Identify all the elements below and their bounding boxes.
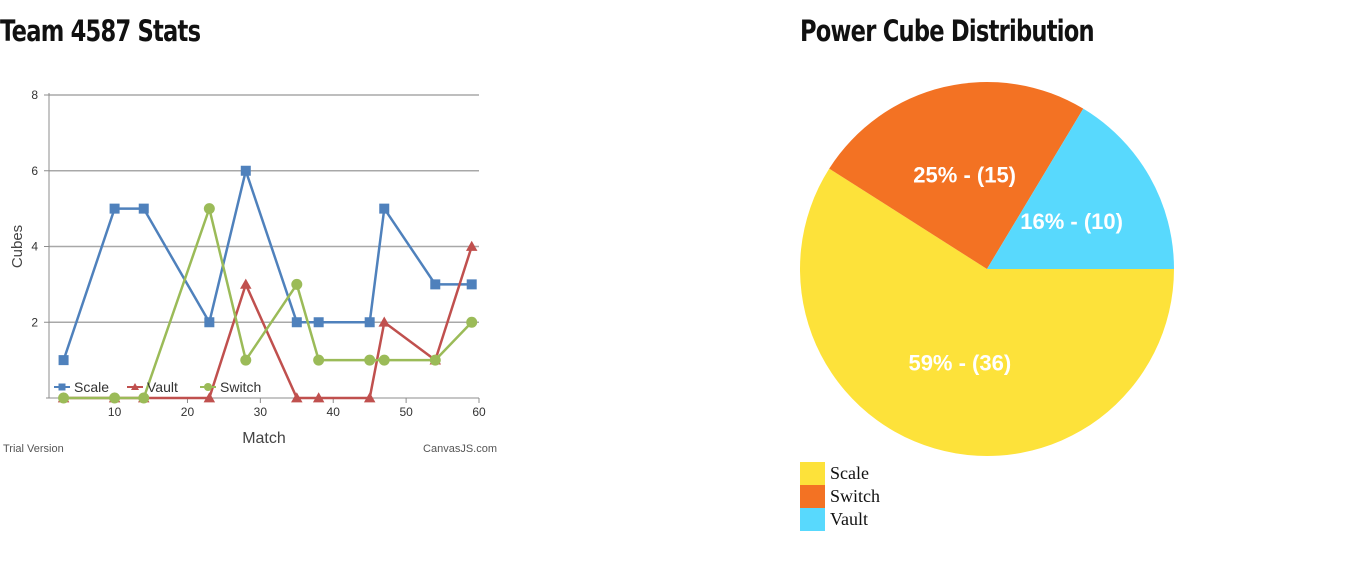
x-tick-label: 20 <box>181 405 195 419</box>
legend-swatch-switch <box>800 485 825 508</box>
data-point-marker <box>203 392 216 403</box>
data-point-marker <box>138 203 149 214</box>
data-point-marker <box>204 317 215 328</box>
data-point-marker <box>364 354 376 366</box>
pie-slice-label: 59% - (36) <box>908 350 1011 375</box>
legend-item-scale: Scale <box>54 379 109 395</box>
pie-legend-item: Scale <box>800 462 880 485</box>
data-point-marker <box>313 317 324 328</box>
trial-version-label: Trial Version <box>3 443 64 455</box>
data-point-marker <box>109 392 121 404</box>
pie-chart: 59% - (36) 25% - (15)16% - (10) <box>800 81 1174 456</box>
distribution-heading: Power Cube Distribution <box>800 14 1095 48</box>
y-tick-label: 2 <box>31 315 38 329</box>
x-tick-label: 30 <box>254 405 268 419</box>
pie-slice-scale <box>800 168 1174 456</box>
data-point-marker <box>429 354 441 366</box>
y-axis-label: Cubes <box>9 225 26 268</box>
data-point-marker <box>379 203 390 214</box>
pie-legend: Scale Switch Vault <box>800 462 880 531</box>
legend-label: Scale <box>74 379 109 395</box>
legend-label-switch: Switch <box>830 486 881 506</box>
data-point-marker <box>466 279 477 290</box>
data-point-marker <box>378 316 391 327</box>
data-point-marker <box>240 165 251 176</box>
data-point-marker <box>240 278 252 289</box>
series-switch <box>58 203 478 404</box>
data-point-marker <box>465 240 478 251</box>
pie-legend-item: Switch <box>800 485 880 508</box>
data-point-marker <box>291 317 302 328</box>
pie-slice-label: 25% - (15) <box>913 162 1016 187</box>
line-chart-legend: Scale Vault Switch <box>54 379 261 395</box>
data-point-marker <box>466 316 478 328</box>
x-axis-label: Match <box>242 430 286 447</box>
data-point-marker <box>291 278 303 290</box>
data-point-marker <box>109 203 120 214</box>
y-tick-label: 4 <box>31 240 38 254</box>
data-point-marker <box>204 383 212 391</box>
legend-label-vault: Vault <box>830 509 868 529</box>
data-point-marker <box>364 317 375 328</box>
data-point-marker <box>378 354 390 366</box>
x-tick-label: 50 <box>399 405 413 419</box>
data-point-marker <box>138 392 150 404</box>
line-chart: 2 4 6 8 10 20 30 40 50 60 Match Cubes Scale Vault Swit… <box>3 88 497 455</box>
data-point-marker <box>58 355 69 366</box>
pie-legend-item: Vault <box>800 508 880 531</box>
data-point-marker <box>203 203 215 215</box>
data-point-marker <box>313 354 325 366</box>
legend-label-scale: Scale <box>830 463 869 483</box>
data-point-marker <box>240 354 252 366</box>
legend-label: Vault <box>147 379 178 395</box>
pie-slice-switch <box>829 81 1084 270</box>
pie-slice-label: 16% - (10) <box>1020 209 1123 234</box>
data-point-marker <box>291 392 303 403</box>
data-point-marker <box>130 382 140 391</box>
stats-heading: Team 4587 Stats <box>0 14 201 48</box>
data-point-marker <box>363 392 376 403</box>
x-tick-label: 60 <box>472 405 486 419</box>
y-tick-label: 8 <box>31 88 38 102</box>
data-point-marker <box>58 392 70 404</box>
data-point-marker <box>58 383 66 391</box>
legend-item-switch: Switch <box>200 379 261 395</box>
legend-swatch-scale <box>800 462 825 485</box>
x-tick-label: 10 <box>108 405 122 419</box>
legend-label: Switch <box>220 379 261 395</box>
data-point-marker <box>312 392 325 403</box>
data-point-marker <box>430 279 441 290</box>
canvasjs-credit: CanvasJS.com <box>423 443 497 455</box>
series-scale <box>58 165 477 366</box>
pie-slice-vault <box>987 108 1174 270</box>
legend-item-vault: Vault <box>127 379 178 395</box>
x-tick-label: 40 <box>327 405 341 419</box>
legend-swatch-vault <box>800 508 825 531</box>
y-tick-label: 6 <box>31 164 38 178</box>
